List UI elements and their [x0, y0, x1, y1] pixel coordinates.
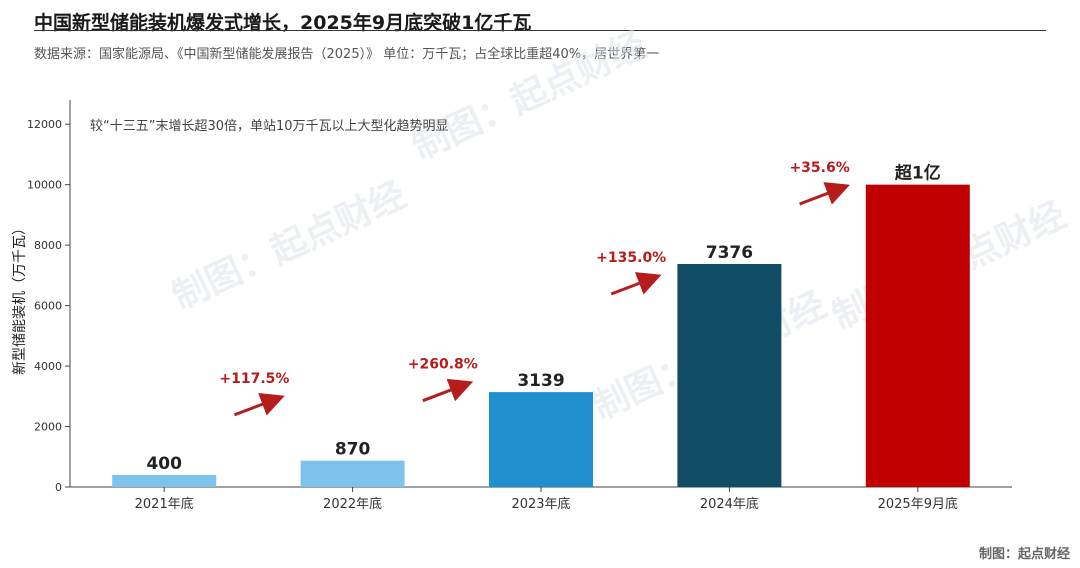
bar — [677, 263, 782, 487]
chart-annotation: 较“十三五”末增长超30倍，单站10万千瓦以上大型化趋势明显 — [90, 118, 449, 134]
bar — [865, 184, 970, 487]
bar — [489, 392, 593, 487]
growth-label: +260.8% — [408, 357, 478, 373]
data-label: 超1亿 — [895, 163, 941, 184]
x-tick-label: 2024年底 — [700, 496, 759, 512]
y-tick-label: 6000 — [34, 300, 62, 313]
data-label: 3139 — [517, 371, 564, 391]
y-tick-label: 12000 — [27, 118, 62, 131]
x-tick-label: 2022年底 — [323, 496, 382, 512]
bar — [300, 460, 405, 487]
growth-arrow — [422, 378, 474, 403]
chart-subtitle: 数据来源：国家能源局、《中国新型储能发展报告（2025）》 单位：万千瓦；占全球… — [34, 47, 660, 62]
data-label: 400 — [146, 454, 182, 474]
watermark-text: 制图：起点财经 — [166, 174, 412, 318]
x-tick-label: 2025年9月底 — [878, 496, 958, 512]
growth-arrow — [610, 272, 662, 296]
y-tick-label: 4000 — [34, 360, 62, 373]
watermark-text: 制图：起点财经 — [406, 24, 652, 168]
growth-arrow — [233, 393, 285, 417]
y-tick-label: 8000 — [34, 239, 62, 252]
x-tick-label: 2023年底 — [511, 496, 570, 512]
label-layer: 2021年底 400 2022年底 870 2023年底 3139 2024年底 7376 20… — [135, 163, 958, 512]
x-tick-label: 2021年底 — [135, 496, 194, 512]
y-tick-label: 2000 — [34, 421, 62, 434]
credit-text: 制图：起点财经 — [978, 547, 1070, 562]
data-label: 7376 — [706, 243, 753, 263]
growth-arrow — [799, 182, 851, 206]
bar — [112, 474, 217, 487]
growth-label: +117.5% — [219, 371, 289, 387]
growth-label: +35.6% — [789, 160, 849, 176]
bar-series — [112, 184, 970, 487]
chart-title: 中国新型储能装机爆发式增长，2025年9月底突破1亿千瓦 — [34, 12, 532, 34]
y-axis-label: 新型储能装机（万千瓦） — [12, 221, 28, 375]
growth-annotations: +117.5% +260.8% +135.0% +35.6% — [219, 160, 851, 417]
y-tick-label: 10000 — [27, 179, 62, 192]
chart-axes: 0 2000 4000 6000 8000 10000 12000 — [27, 100, 1012, 494]
growth-label: +135.0% — [596, 250, 666, 266]
y-tick-label: 0 — [55, 481, 62, 494]
title-divider — [34, 30, 1046, 31]
data-label: 870 — [335, 440, 371, 460]
